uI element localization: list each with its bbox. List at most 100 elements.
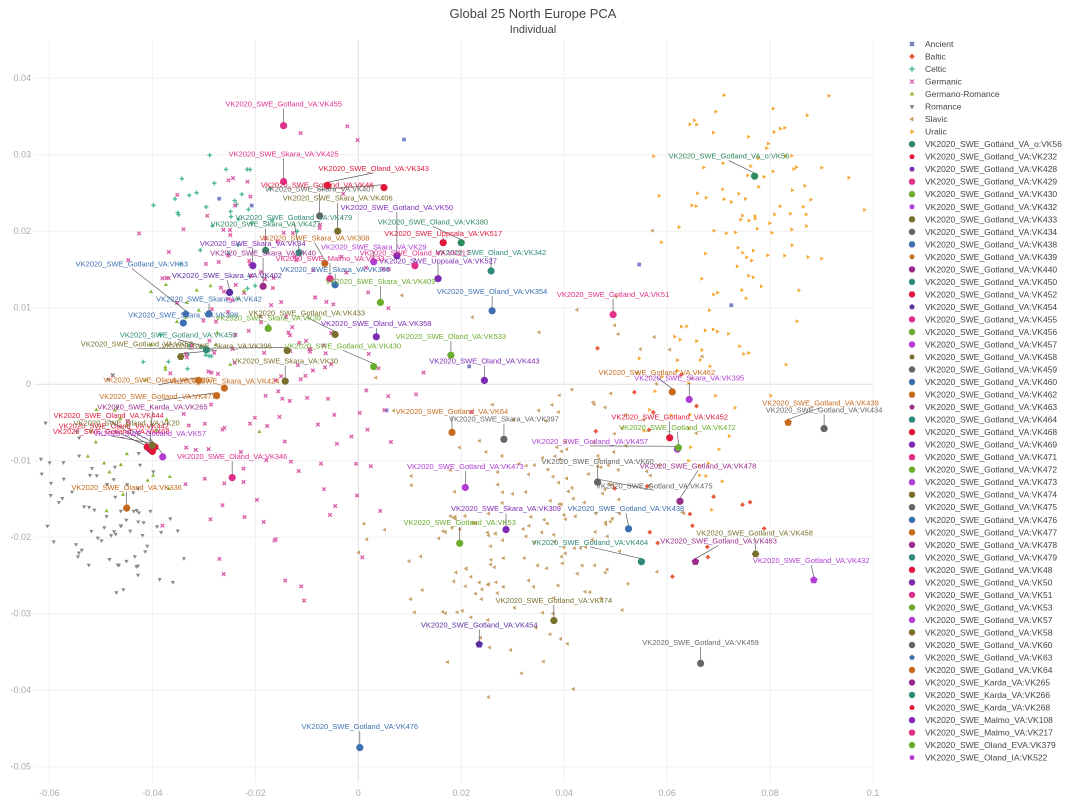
group-point xyxy=(381,266,386,272)
legend-item[interactable]: VK2020_SWE_Karda_VA:VK266 xyxy=(908,690,1051,700)
group-point xyxy=(136,511,141,516)
legend-item[interactable]: Celtic xyxy=(909,64,947,74)
legend-item[interactable]: VK2020_SWE_Gotland_VA:VK64 xyxy=(908,665,1053,675)
legend-item[interactable]: Romance xyxy=(909,102,962,112)
legend-item[interactable]: VK2020_SWE_Karda_VA:VK265 xyxy=(908,678,1051,688)
legend-item[interactable]: VK2020_SWE_Gotland_VA:VK459 xyxy=(908,365,1058,375)
group-point xyxy=(246,258,252,263)
group-point xyxy=(559,449,563,454)
group-point xyxy=(578,546,582,551)
legend-marker xyxy=(908,391,916,398)
group-point xyxy=(185,352,190,357)
legend-item[interactable]: VK2020_SWE_Gotland_VA:VK477 xyxy=(908,527,1058,537)
legend-item[interactable]: VK2020_SWE_Gotland_VA:VK476 xyxy=(908,515,1058,525)
legend-item[interactable]: VK2020_SWE_Gotland_VA:VK475 xyxy=(908,502,1058,512)
legend-item[interactable]: VK2020_SWE_Gotland_VA:VK58 xyxy=(908,627,1053,637)
legend-item[interactable]: VK2020_SWE_Gotland_VA:VK232 xyxy=(909,152,1057,162)
sample-point xyxy=(457,239,465,247)
group-point xyxy=(241,466,246,471)
group-point xyxy=(51,540,56,545)
legend-item[interactable]: Germanic xyxy=(909,77,963,87)
legend-item[interactable]: VK2020_SWE_Gotland_VA:VK464 xyxy=(908,415,1058,425)
group-point xyxy=(112,530,117,534)
legend-item[interactable]: VK2020_SWE_Gotland_VA:VK428 xyxy=(909,164,1057,174)
legend-item[interactable]: VK2020_SWE_Gotland_VA:VK438 xyxy=(908,239,1058,249)
group-point xyxy=(698,473,702,478)
legend-marker xyxy=(908,416,916,423)
legend-item[interactable]: VK2020_SWE_Gotland_VA:VK48 xyxy=(908,565,1053,575)
group-point xyxy=(685,324,689,329)
sample-point xyxy=(448,428,456,436)
legend-item[interactable]: VK2020_SWE_Gotland_VA:VK478 xyxy=(908,540,1058,550)
legend-item[interactable]: VK2020_SWE_Gotland_VA:VK60 xyxy=(908,640,1053,650)
legend-item[interactable]: VK2020_SWE_Gotland_VA:VK454 xyxy=(909,302,1057,312)
legend-item[interactable]: VK2020_SWE_Gotland_VA:VK456 xyxy=(908,327,1058,337)
legend-label: VK2020_SWE_Malmo_VA:VK217 xyxy=(925,728,1053,738)
legend-item[interactable]: VK2020_SWE_Gotland_VA:VK57 xyxy=(908,615,1053,625)
group-point xyxy=(582,589,587,594)
group-point xyxy=(281,230,286,236)
legend-item[interactable]: VK2020_SWE_Gotland_VA:VK463 xyxy=(909,402,1057,412)
group-point xyxy=(783,153,788,159)
legend-item[interactable]: VK2020_SWE_Gotland_VA:VK50 xyxy=(908,577,1053,587)
legend-item[interactable]: VK2020_SWE_Oland_EVA:VK379 xyxy=(908,740,1056,750)
group-point xyxy=(704,195,709,200)
legend-item[interactable]: VK2020_SWE_Gotland_VA:VK452 xyxy=(908,289,1058,299)
legend-item[interactable]: VK2020_SWE_Gotland_VA:VK450 xyxy=(908,277,1058,287)
legend-item[interactable]: VK2020_SWE_Gotland_VA:VK53 xyxy=(908,602,1053,612)
legend-item[interactable]: VK2020_SWE_Gotland_VA:VK468 xyxy=(908,427,1058,437)
group-point xyxy=(292,254,297,260)
legend-item[interactable]: VK2020_SWE_Gotland_VA:VK439 xyxy=(909,252,1057,262)
legend-item[interactable]: VK2020_SWE_Gotland_VA:VK440 xyxy=(908,264,1058,274)
legend-item[interactable]: VK2020_SWE_Gotland_VA:VK430 xyxy=(908,189,1058,199)
legend-item[interactable]: VK2020_SWE_Gotland_VA:VK460 xyxy=(908,377,1058,387)
group-point xyxy=(678,337,683,342)
group-point xyxy=(60,496,65,501)
legend-item[interactable]: Uralic xyxy=(910,127,948,137)
group-point xyxy=(637,356,642,361)
legend-item[interactable]: VK2020_SWE_Gotland_VA:VK457 xyxy=(908,339,1058,349)
legend-item[interactable]: VK2020_SWE_Gotland_VA:VK469 xyxy=(908,440,1058,450)
legend-item[interactable]: Ancient xyxy=(909,39,954,49)
legend-item[interactable]: VK2020_SWE_Gotland_VA:VK462 xyxy=(908,390,1058,400)
legend-item[interactable]: Slavic xyxy=(909,114,948,124)
legend-item[interactable]: VK2020_SWE_Gotland_VA:VK432 xyxy=(909,202,1057,212)
group-point xyxy=(560,561,564,566)
legend-marker xyxy=(908,579,916,586)
group-point xyxy=(227,227,233,233)
legend-item[interactable]: VK2020_SWE_Oland_IA:VK522 xyxy=(909,753,1048,763)
legend-marker xyxy=(908,729,916,736)
legend-item[interactable]: VK2020_SWE_Malmo_VA:VK217 xyxy=(908,728,1053,738)
legend-label: VK2020_SWE_Gotland_VA:VK63 xyxy=(925,652,1053,662)
legend-item[interactable]: VK2020_SWE_Malmo_VA:VK108 xyxy=(908,715,1053,725)
legend-item[interactable]: Baltic xyxy=(909,52,947,62)
legend-item[interactable]: VK2020_SWE_Gotland_VA:VK51 xyxy=(908,590,1053,600)
group-point xyxy=(125,483,130,487)
legend-item[interactable]: VK2020_SWE_Gotland_VA:VK479 xyxy=(908,552,1058,562)
legend-item[interactable]: VK2020_SWE_Gotland_VA_o:VK56 xyxy=(908,139,1062,149)
legend-item[interactable]: VK2020_SWE_Gotland_VA:VK472 xyxy=(908,465,1058,475)
legend-item[interactable]: Germano-Romance xyxy=(909,89,1000,99)
legend-item[interactable]: VK2020_SWE_Gotland_VA:VK63 xyxy=(909,652,1053,662)
sample-point xyxy=(220,384,228,392)
legend[interactable]: Ancient Baltic Celtic Germanic Germano-Roman… xyxy=(908,39,1062,763)
group-point xyxy=(209,306,215,312)
group-point xyxy=(463,566,468,571)
group-point xyxy=(705,554,711,560)
legend-item[interactable]: VK2020_SWE_Gotland_VA:VK474 xyxy=(908,490,1058,500)
legend-item[interactable]: VK2020_SWE_Gotland_VA:VK458 xyxy=(909,352,1057,362)
group-point xyxy=(201,318,206,323)
group-point xyxy=(712,292,716,297)
legend-item[interactable]: VK2020_SWE_Gotland_VA:VK429 xyxy=(908,177,1058,187)
legend-marker xyxy=(908,241,916,248)
legend-item[interactable]: VK2020_SWE_Gotland_VA:VK471 xyxy=(908,452,1058,462)
legend-item[interactable]: VK2020_SWE_Gotland_VA:VK455 xyxy=(908,314,1058,324)
sample-point xyxy=(676,497,684,505)
group-point xyxy=(304,395,310,401)
sample-label: VK2020_SWE_Oland_VA:VK336 xyxy=(71,483,181,492)
legend-item[interactable]: VK2020_SWE_Gotland_VA:VK433 xyxy=(908,214,1058,224)
legend-item[interactable]: VK2020_SWE_Karda_VA:VK268 xyxy=(909,703,1050,713)
legend-item[interactable]: VK2020_SWE_Gotland_VA:VK473 xyxy=(908,477,1058,487)
leader-line xyxy=(327,172,374,183)
legend-item[interactable]: VK2020_SWE_Gotland_VA:VK434 xyxy=(908,227,1058,237)
